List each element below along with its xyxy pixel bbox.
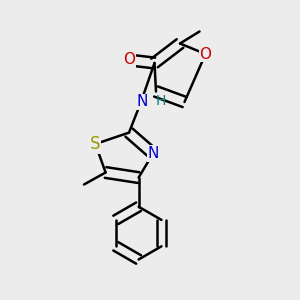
Text: H: H	[155, 94, 166, 108]
Text: S: S	[90, 135, 101, 153]
Text: O: O	[200, 46, 211, 62]
Text: N: N	[137, 94, 148, 110]
Text: O: O	[123, 52, 135, 68]
Text: N: N	[147, 146, 159, 161]
